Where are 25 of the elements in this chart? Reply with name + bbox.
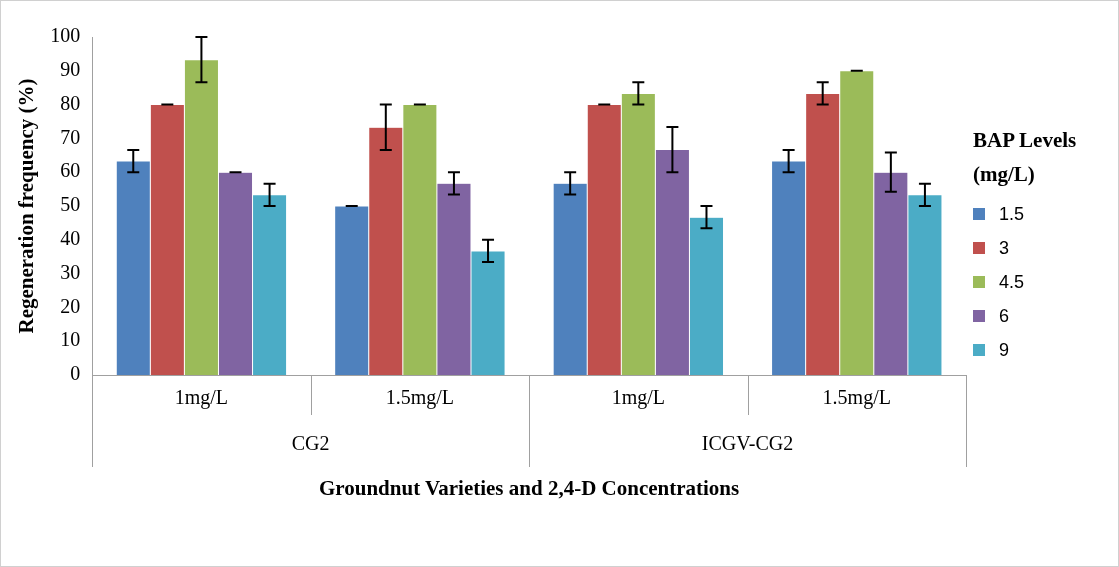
y-tick-label: 50 bbox=[60, 193, 81, 216]
x-axis-title: Groundnut Varieties and 2,4-D Concentrations bbox=[318, 476, 740, 501]
y-tick-label: 20 bbox=[60, 294, 81, 317]
legend-label: 6 bbox=[999, 305, 1010, 327]
legend-label: 1.5 bbox=[999, 203, 1025, 225]
y-tick-label: 30 bbox=[60, 260, 81, 283]
legend-title: BAP Levels (mg/L) bbox=[973, 127, 1078, 188]
text: CG2 bbox=[291, 432, 330, 455]
y-tick-label: 80 bbox=[60, 91, 81, 114]
y-tick-label: 10 bbox=[60, 328, 81, 351]
legend-label: 4.5 bbox=[999, 271, 1025, 293]
x-tick-label: 1mg/L bbox=[611, 386, 665, 410]
y-tick-label: 0 bbox=[70, 362, 81, 385]
x-tick-label: 1.5mg/L bbox=[385, 386, 455, 410]
y-tick-label: 100 bbox=[50, 24, 81, 47]
legend-label: 3 bbox=[999, 237, 1010, 259]
y-tick-label: 90 bbox=[60, 58, 81, 81]
x-tick-label: 1mg/L bbox=[174, 386, 229, 410]
y-tick-label: 40 bbox=[60, 227, 81, 250]
y-tick-label: 60 bbox=[60, 159, 81, 182]
y-axis-title: Regeneration frequency (%) bbox=[14, 78, 39, 334]
legend-label: 9 bbox=[999, 339, 1010, 361]
y-tick-label: 70 bbox=[60, 125, 81, 148]
x-tick-label: 1.5mg/L bbox=[822, 386, 891, 410]
text: ICGV-CG2 bbox=[701, 432, 794, 455]
